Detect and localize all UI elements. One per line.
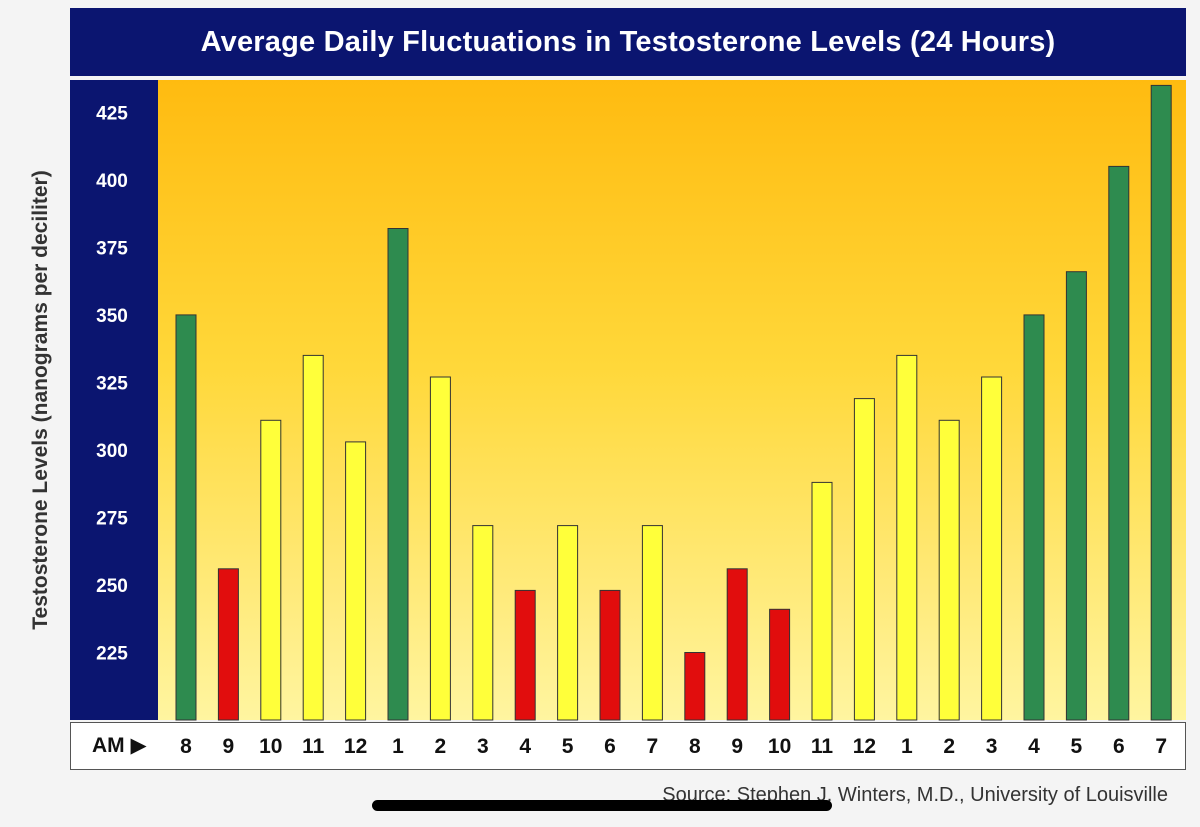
x-tick-label: 7 — [1155, 735, 1167, 758]
x-tick-label: 3 — [986, 735, 998, 758]
bar-yellow — [981, 376, 1003, 721]
y-axis-band — [70, 80, 158, 720]
y-tick-label: 225 — [96, 643, 128, 664]
y-tick-label: 350 — [96, 306, 128, 327]
x-axis-strip — [70, 722, 1186, 770]
bar-red — [514, 589, 536, 721]
x-tick-label: 1 — [392, 735, 404, 758]
x-tick-label: 10 — [259, 735, 282, 758]
bar-green — [1065, 271, 1087, 721]
bar-yellow — [557, 525, 579, 721]
y-tick-label: 425 — [96, 103, 128, 124]
x-tick-label: 3 — [477, 735, 489, 758]
bar-red — [217, 568, 239, 721]
bar-yellow — [811, 481, 833, 721]
y-tick-label: 400 — [96, 171, 128, 192]
bar-yellow — [938, 419, 960, 721]
x-tick-label: 5 — [562, 735, 574, 758]
x-tick-label: 4 — [519, 735, 531, 758]
x-tick-label: 2 — [435, 735, 447, 758]
x-tick-label: 8 — [180, 735, 192, 758]
x-tick-label: 4 — [1028, 735, 1040, 758]
x-tick-label: 10 — [768, 735, 791, 758]
bar-yellow — [302, 354, 324, 721]
x-tick-label: 12 — [853, 735, 876, 758]
bar-green — [1108, 165, 1130, 721]
y-tick-label: 325 — [96, 373, 128, 394]
bar-red — [599, 589, 621, 721]
x-tick-label: 6 — [1113, 735, 1125, 758]
bar-yellow — [641, 525, 663, 721]
bar-red — [769, 608, 791, 721]
bar-yellow — [260, 419, 282, 721]
x-tick-label: 6 — [604, 735, 616, 758]
bar-red — [726, 568, 748, 721]
bar-green — [175, 314, 197, 721]
bar-yellow — [472, 525, 494, 721]
chart-title: Average Daily Fluctuations in Testostero… — [70, 8, 1186, 76]
bar-yellow — [429, 376, 451, 721]
x-tick-label: 9 — [731, 735, 743, 758]
y-tick-label: 250 — [96, 576, 128, 597]
y-tick-label: 375 — [96, 238, 128, 259]
bar-red — [684, 652, 706, 721]
x-tick-label: 8 — [689, 735, 701, 758]
y-tick-label: 300 — [96, 441, 128, 462]
bar-yellow — [853, 398, 875, 721]
x-tick-label: 11 — [811, 735, 834, 758]
bar-yellow — [896, 354, 918, 721]
bar-green — [1023, 314, 1045, 721]
bar-green — [387, 228, 409, 721]
home-indicator[interactable] — [372, 800, 832, 811]
x-tick-label: 11 — [302, 735, 325, 758]
bar-green — [1150, 84, 1172, 721]
y-tick-label: 275 — [96, 508, 128, 529]
am-start-label: AM ▶ — [92, 734, 147, 757]
x-tick-label: 7 — [647, 735, 659, 758]
plot-area — [158, 80, 1186, 720]
bar-yellow — [345, 441, 367, 721]
x-tick-label: 9 — [223, 735, 235, 758]
x-tick-label: 2 — [943, 735, 955, 758]
x-tick-label: 1 — [901, 735, 913, 758]
x-tick-label: 5 — [1071, 735, 1083, 758]
x-tick-label: 12 — [344, 735, 367, 758]
